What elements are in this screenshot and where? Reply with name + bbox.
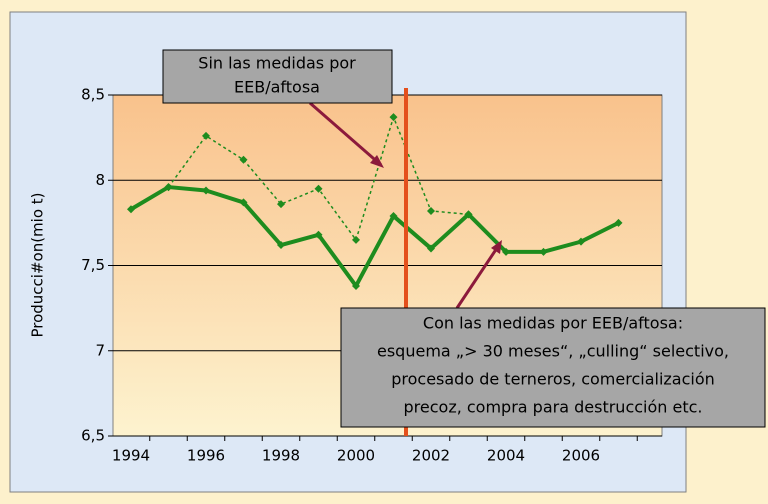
x-tick-label: 2002: [412, 447, 450, 465]
data-point: [464, 210, 473, 219]
data-point: [539, 247, 548, 256]
y-tick-label: 8: [95, 171, 105, 189]
callout-text: EEB/aftosa: [234, 78, 320, 97]
callout-text: esquema „> 30 meses“, „culling“ selectiv…: [377, 342, 729, 361]
series-line: [129, 185, 620, 288]
data-point: [164, 183, 173, 192]
data-point: [127, 205, 135, 214]
y-tick-label: 7,5: [81, 256, 105, 274]
arrow: [455, 244, 501, 309]
callout-text: precoz, compra para destrucción etc.: [404, 398, 703, 417]
data-point: [427, 244, 435, 253]
data-point: [202, 131, 210, 140]
callout-box: [162, 49, 393, 104]
data-point: [614, 218, 623, 227]
data-point: [277, 200, 285, 209]
data-point: [427, 206, 435, 215]
data-point: [502, 247, 510, 256]
x-tick-label: 2000: [337, 447, 375, 465]
x-tick-label: 1996: [187, 447, 225, 465]
callout-box: [340, 307, 766, 428]
data-point: [314, 184, 323, 193]
callout-text: Con las medidas por EEB/aftosa:: [423, 314, 683, 333]
y-tick-label: 6,5: [81, 427, 105, 445]
data-point: [389, 113, 398, 122]
y-tick-label: 8,5: [81, 86, 105, 104]
data-point: [314, 230, 323, 239]
data-point: [239, 198, 248, 207]
arrow: [309, 101, 382, 167]
data-point: [277, 241, 285, 250]
x-tick-label: 1998: [262, 447, 300, 465]
data-point: [202, 186, 210, 195]
data-point: [389, 212, 398, 221]
x-tick-label: 2004: [487, 447, 525, 465]
callout-text: Sin las medidas por: [198, 54, 356, 73]
arrow-head: [491, 240, 502, 254]
y-tick-label: 7: [95, 341, 105, 359]
x-tick-label: 1994: [112, 447, 150, 465]
data-point: [352, 235, 360, 244]
data-point: [239, 155, 248, 164]
arrow-head: [370, 155, 384, 168]
data-point: [352, 281, 360, 290]
data-point: [577, 237, 585, 246]
y-axis-title: Producci#on(mio t): [29, 192, 47, 337]
x-tick-label: 2006: [562, 447, 600, 465]
callout-text: procesado de terneros, comercialización: [391, 370, 715, 389]
